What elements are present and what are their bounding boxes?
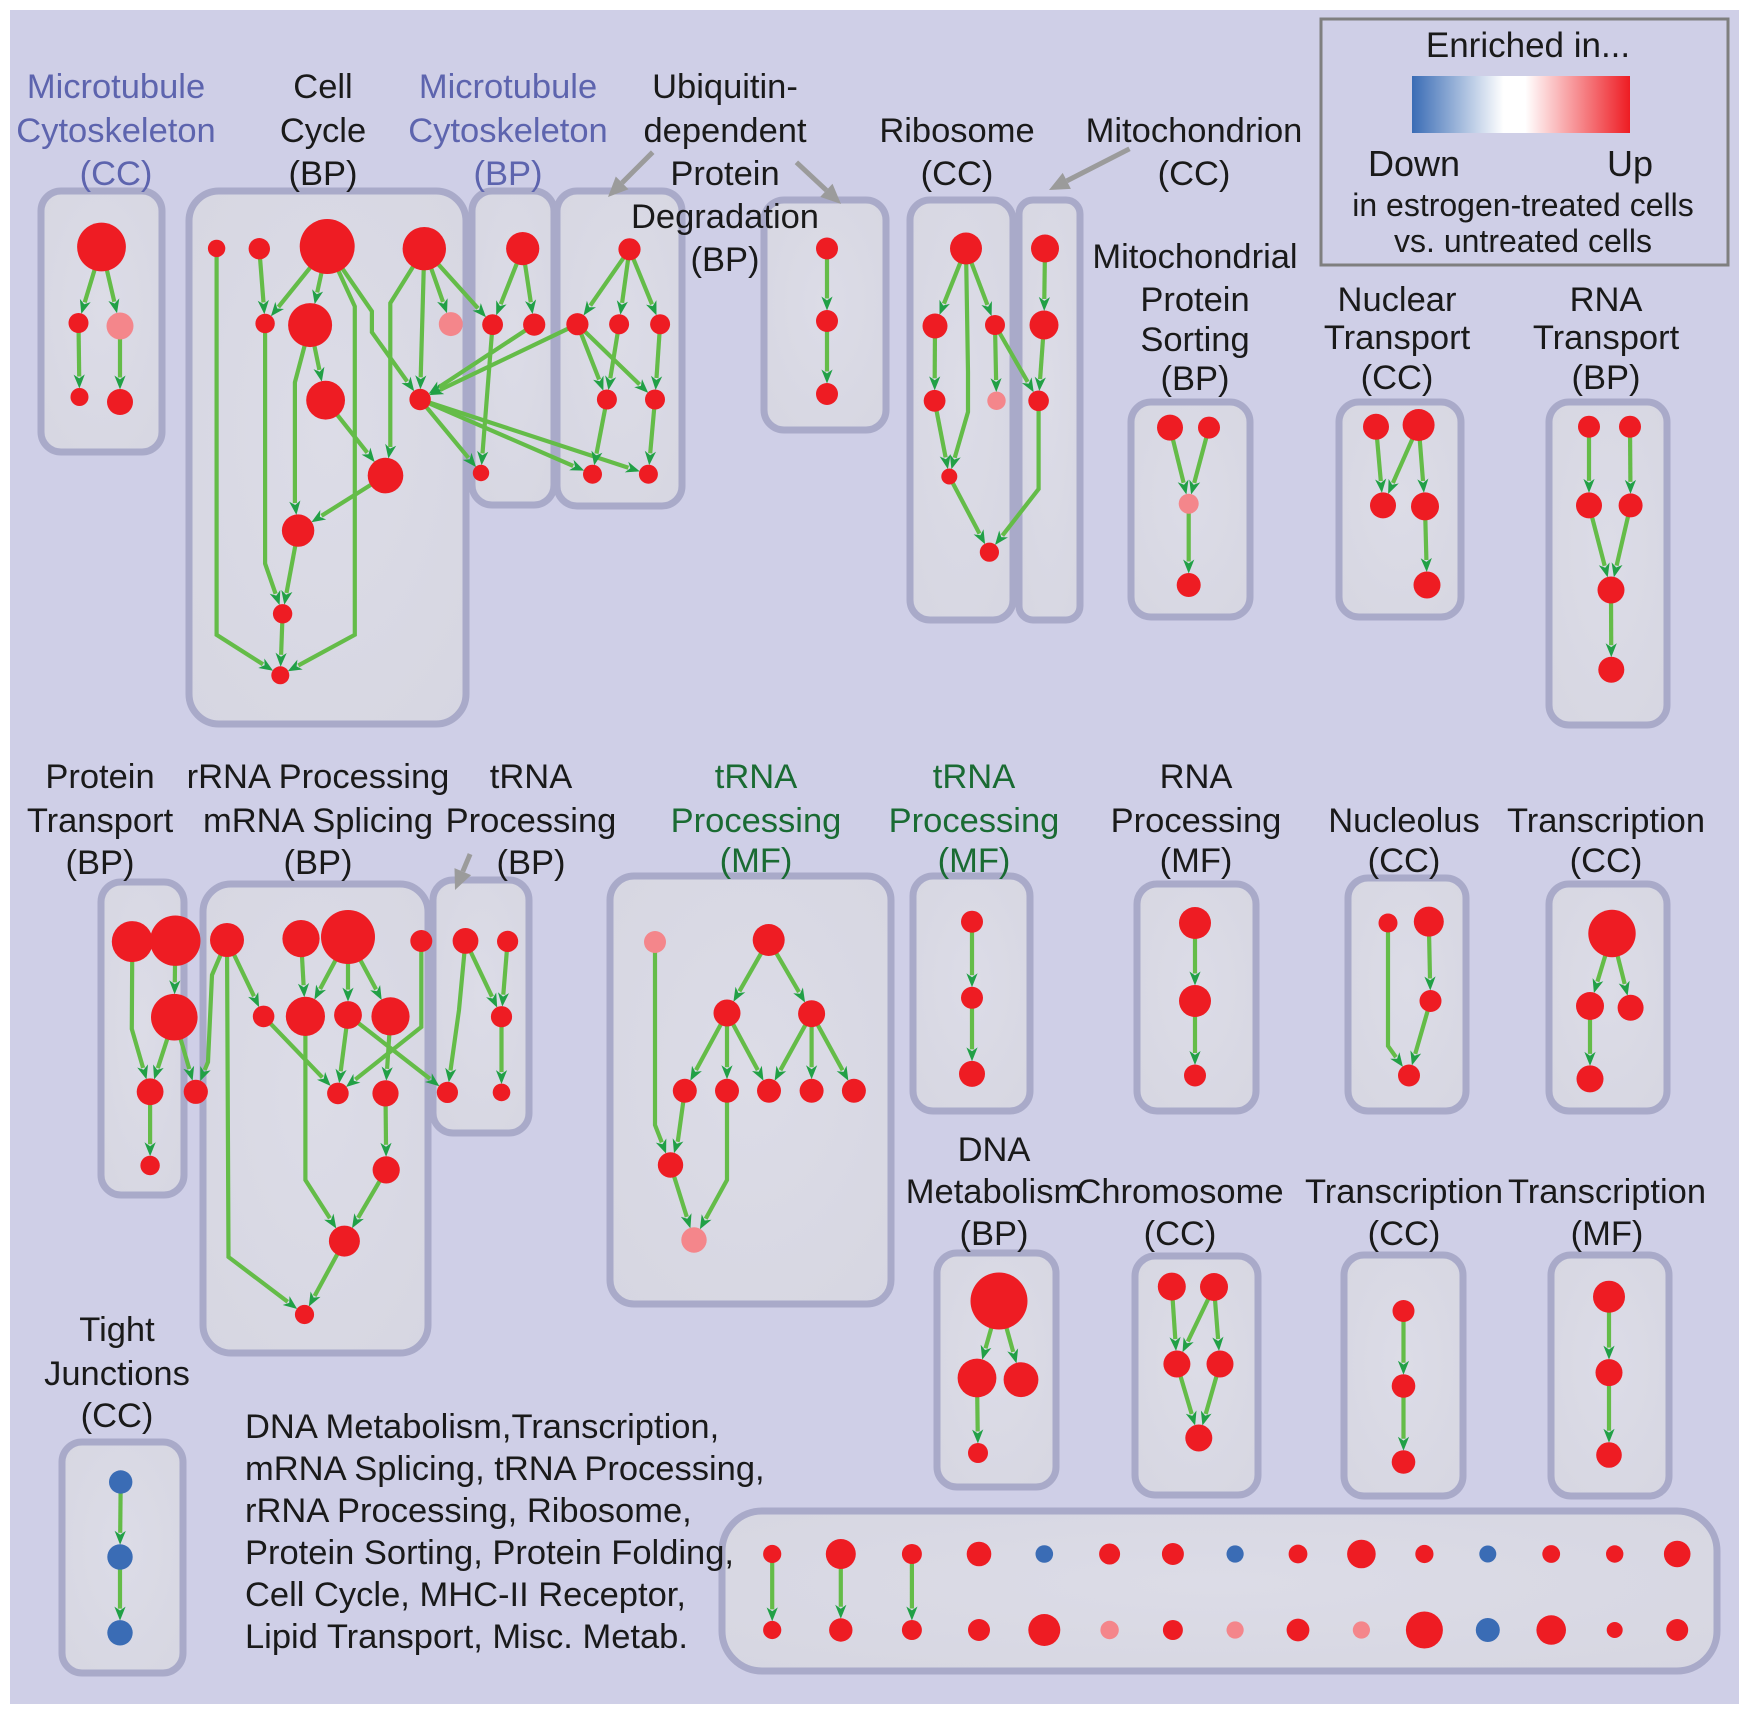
svg-text:(CC): (CC) [921,155,994,193]
svg-text:(MF): (MF) [720,842,793,880]
svg-text:Cell: Cell [293,68,352,106]
svg-text:Metabolism: Metabolism [906,1173,1082,1211]
svg-text:Transcription: Transcription [1305,1173,1503,1211]
svg-text:Nuclear: Nuclear [1338,281,1457,319]
svg-text:rRNA Processing: rRNA Processing [187,758,450,796]
svg-text:(CC): (CC) [1368,842,1441,880]
svg-text:(MF): (MF) [1160,842,1233,880]
svg-text:Enriched in...: Enriched in... [1426,26,1630,65]
svg-text:(BP): (BP) [1161,360,1230,398]
svg-text:tRNA: tRNA [933,758,1015,796]
svg-text:Mitochondrion: Mitochondrion [1086,112,1303,150]
svg-text:DNA: DNA [958,1131,1031,1169]
svg-text:DNA Metabolism,Transcription,: DNA Metabolism,Transcription, [245,1408,719,1446]
svg-text:(BP): (BP) [474,155,543,193]
svg-text:mRNA Splicing: mRNA Splicing [203,802,433,840]
svg-text:(MF): (MF) [938,842,1011,880]
svg-text:Microtubule: Microtubule [419,68,597,106]
svg-text:(BP): (BP) [497,844,566,882]
svg-text:(MF): (MF) [1571,1215,1644,1253]
svg-text:Up: Up [1607,143,1653,184]
svg-text:(CC): (CC) [1361,359,1434,397]
svg-text:(CC): (CC) [1570,842,1643,880]
svg-text:Degradation: Degradation [631,198,819,236]
svg-text:(BP): (BP) [960,1215,1029,1253]
svg-text:Cell Cycle, MHC-II Receptor,: Cell Cycle, MHC-II Receptor, [245,1576,686,1614]
svg-text:Transport: Transport [1533,319,1680,357]
svg-text:(CC): (CC) [1368,1215,1441,1253]
svg-text:(BP): (BP) [289,155,358,193]
svg-text:Protein Sorting, Protein Foldi: Protein Sorting, Protein Folding, [245,1534,734,1572]
svg-text:vs. untreated cells: vs. untreated cells [1394,223,1652,259]
svg-text:Protein: Protein [45,758,154,796]
svg-text:Transport: Transport [27,802,174,840]
svg-text:in estrogen-treated cells: in estrogen-treated cells [1352,187,1694,223]
svg-text:Tight: Tight [79,1311,155,1349]
svg-text:(CC): (CC) [81,1397,154,1435]
svg-text:tRNA: tRNA [715,758,797,796]
svg-text:(BP): (BP) [1572,359,1641,397]
svg-text:(CC): (CC) [1158,155,1231,193]
svg-text:RNA: RNA [1160,758,1233,796]
svg-text:Nucleolus: Nucleolus [1328,802,1480,840]
svg-text:rRNA Processing, Ribosome,: rRNA Processing, Ribosome, [245,1492,692,1530]
svg-text:(BP): (BP) [691,241,760,279]
svg-text:Cytoskeleton: Cytoskeleton [16,112,215,150]
svg-text:Processing: Processing [1111,802,1282,840]
svg-text:Lipid Transport, Misc. Metab.: Lipid Transport, Misc. Metab. [245,1618,688,1656]
svg-text:Protein: Protein [670,155,779,193]
svg-text:mRNA Splicing, tRNA Processing: mRNA Splicing, tRNA Processing, [245,1450,765,1488]
svg-text:Microtubule: Microtubule [27,68,205,106]
svg-text:Mitochondrial: Mitochondrial [1092,238,1297,276]
svg-text:Sorting: Sorting [1140,321,1249,359]
svg-text:Chromosome: Chromosome [1076,1173,1283,1211]
svg-text:Ubiquitin-: Ubiquitin- [652,68,798,106]
svg-text:Down: Down [1368,143,1460,184]
svg-text:Cytoskeleton: Cytoskeleton [408,112,607,150]
svg-text:Processing: Processing [889,802,1060,840]
svg-text:Transcription: Transcription [1508,1173,1706,1211]
svg-text:dependent: dependent [643,112,806,150]
svg-text:tRNA: tRNA [490,758,572,796]
svg-text:Processing: Processing [671,802,842,840]
svg-text:Ribosome: Ribosome [879,112,1034,150]
svg-text:Processing: Processing [446,802,617,840]
svg-text:(BP): (BP) [284,844,353,882]
svg-text:Junctions: Junctions [44,1355,190,1393]
svg-text:Transcription: Transcription [1507,802,1705,840]
svg-text:(BP): (BP) [66,844,135,882]
svg-text:Cycle: Cycle [280,112,366,150]
svg-text:RNA: RNA [1570,281,1643,319]
svg-text:(CC): (CC) [1144,1215,1217,1253]
svg-text:(CC): (CC) [80,155,153,193]
svg-text:Transport: Transport [1324,319,1471,357]
svg-text:Protein: Protein [1140,281,1249,319]
